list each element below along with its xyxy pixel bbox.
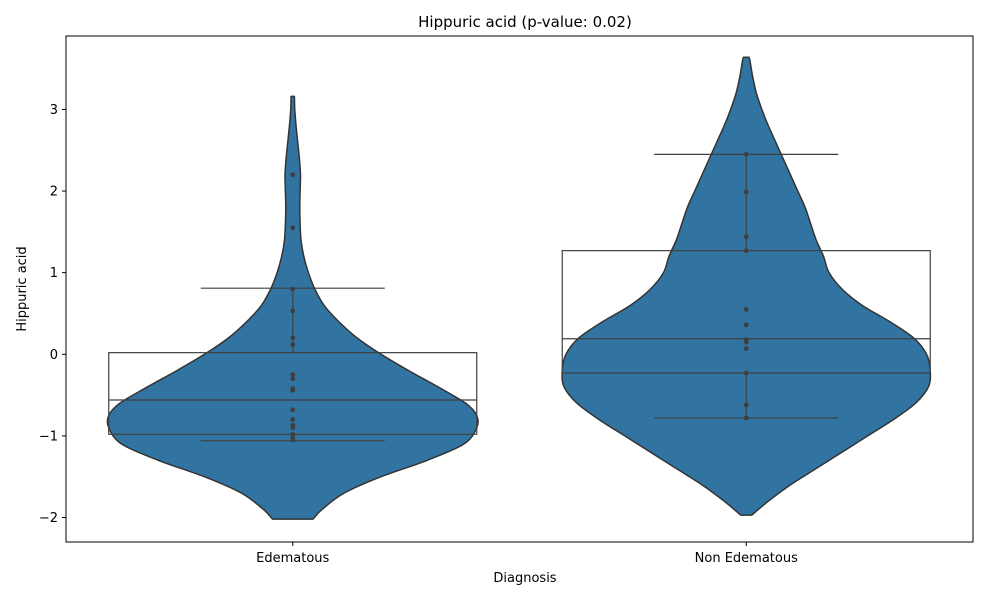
data-point-edematous — [290, 308, 296, 314]
data-point-non-edematous — [743, 151, 749, 157]
data-point-edematous — [290, 286, 296, 292]
data-point-non-edematous — [743, 346, 749, 351]
data-point-edematous — [290, 342, 296, 347]
data-point-edematous — [290, 225, 296, 231]
x-tick-label: Non Edematous — [695, 551, 798, 566]
data-point-edematous — [290, 335, 296, 341]
data-point-non-edematous — [743, 370, 749, 376]
data-point-edematous — [290, 437, 296, 443]
data-point-edematous — [290, 425, 296, 431]
x-axis: Edematous Non Edematous — [256, 542, 798, 566]
data-point-edematous — [290, 417, 296, 422]
data-point-edematous — [290, 172, 296, 178]
data-point-non-edematous — [743, 322, 749, 328]
plot-area — [106, 56, 932, 520]
y-axis: −2 −1 0 1 2 3 — [39, 103, 66, 526]
data-point-non-edematous — [743, 339, 749, 345]
data-point-non-edematous — [743, 189, 749, 195]
data-point-edematous — [290, 376, 296, 382]
y-tick-label: 2 — [50, 185, 58, 200]
data-point-edematous — [290, 387, 296, 393]
y-tick-label: −1 — [39, 429, 58, 444]
data-point-non-edematous — [743, 234, 749, 240]
violin-non-edematous — [561, 56, 932, 516]
data-point-edematous — [290, 407, 296, 413]
y-tick-label: 0 — [50, 348, 58, 363]
data-point-non-edematous — [743, 415, 749, 421]
x-tick-label: Edematous — [256, 551, 329, 566]
y-tick-label: −2 — [39, 511, 58, 526]
x-axis-label: Diagnosis — [493, 571, 556, 586]
chart-title: Hippuric acid (p-value: 0.02) — [418, 13, 632, 31]
y-tick-label: 1 — [50, 266, 58, 281]
plot-frame — [65, 35, 974, 543]
data-point-non-edematous — [743, 307, 749, 312]
data-point-edematous — [290, 372, 296, 378]
data-point-non-edematous — [743, 402, 749, 408]
y-axis-label: Hippuric acid — [15, 246, 30, 331]
data-point-non-edematous — [743, 248, 749, 254]
y-tick-label: 3 — [50, 103, 58, 118]
